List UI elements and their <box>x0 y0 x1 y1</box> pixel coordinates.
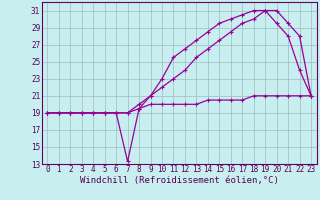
X-axis label: Windchill (Refroidissement éolien,°C): Windchill (Refroidissement éolien,°C) <box>80 176 279 185</box>
